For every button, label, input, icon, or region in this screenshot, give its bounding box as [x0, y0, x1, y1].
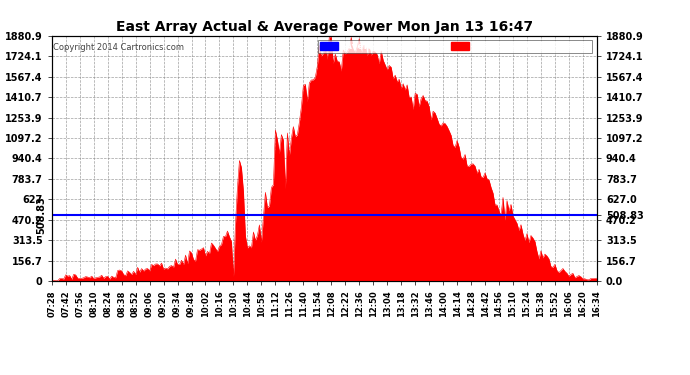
Text: 508.83: 508.83 — [37, 196, 46, 234]
Legend: Average  (DC Watts), East Array  (DC Watts): Average (DC Watts), East Array (DC Watts… — [318, 40, 592, 53]
Title: East Array Actual & Average Power Mon Jan 13 16:47: East Array Actual & Average Power Mon Ja… — [116, 21, 533, 34]
Text: Copyright 2014 Cartronics.com: Copyright 2014 Cartronics.com — [53, 43, 184, 52]
